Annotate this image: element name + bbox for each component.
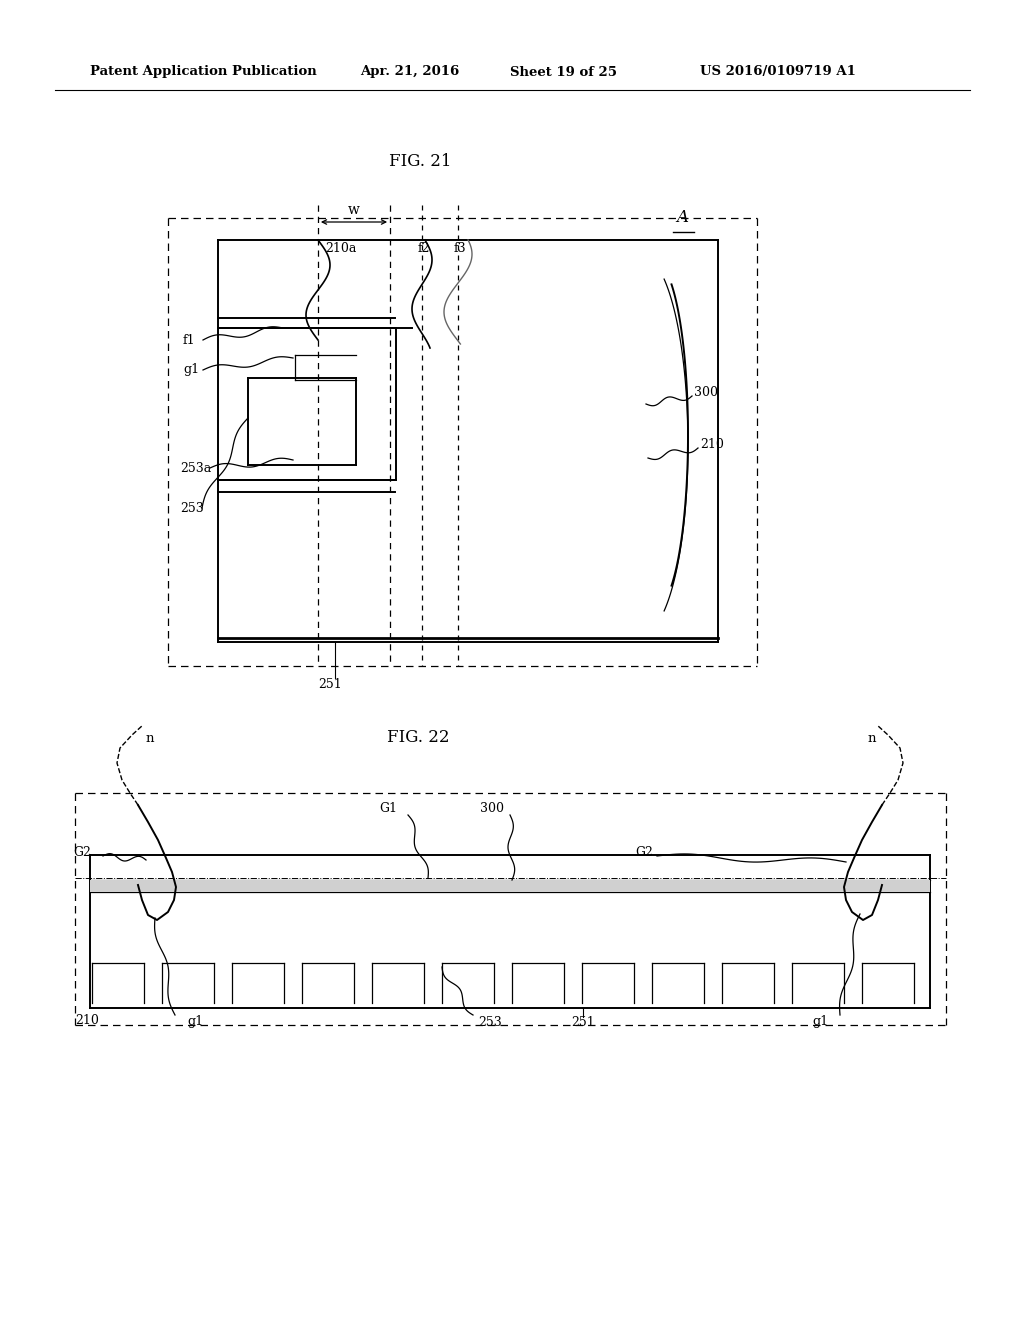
Text: A: A [676,210,688,227]
Text: 253a: 253a [180,462,211,474]
Text: 210: 210 [75,1014,99,1027]
Text: 251: 251 [318,677,342,690]
Text: n: n [867,731,877,744]
Text: 300: 300 [480,801,504,814]
Text: 253: 253 [180,502,204,515]
Text: G2: G2 [73,846,91,859]
Text: 210: 210 [700,438,724,451]
Text: 210a: 210a [325,242,356,255]
Text: 251: 251 [571,1015,595,1028]
Text: G1: G1 [379,801,397,814]
Text: f1: f1 [183,334,196,346]
Text: Apr. 21, 2016: Apr. 21, 2016 [360,66,459,78]
Text: g1: g1 [187,1015,203,1028]
Text: f3: f3 [454,242,467,255]
Text: f2: f2 [418,242,430,255]
Text: 300: 300 [694,387,718,400]
Text: 253: 253 [478,1015,502,1028]
Text: Sheet 19 of 25: Sheet 19 of 25 [510,66,617,78]
Text: g1: g1 [183,363,199,376]
Text: FIG. 21: FIG. 21 [389,153,452,170]
Polygon shape [90,880,930,892]
Text: g1: g1 [812,1015,828,1028]
Text: n: n [145,731,155,744]
Text: Patent Application Publication: Patent Application Publication [90,66,316,78]
Text: FIG. 22: FIG. 22 [387,730,450,747]
Text: US 2016/0109719 A1: US 2016/0109719 A1 [700,66,856,78]
Text: w: w [348,203,360,216]
Text: G2: G2 [635,846,653,859]
